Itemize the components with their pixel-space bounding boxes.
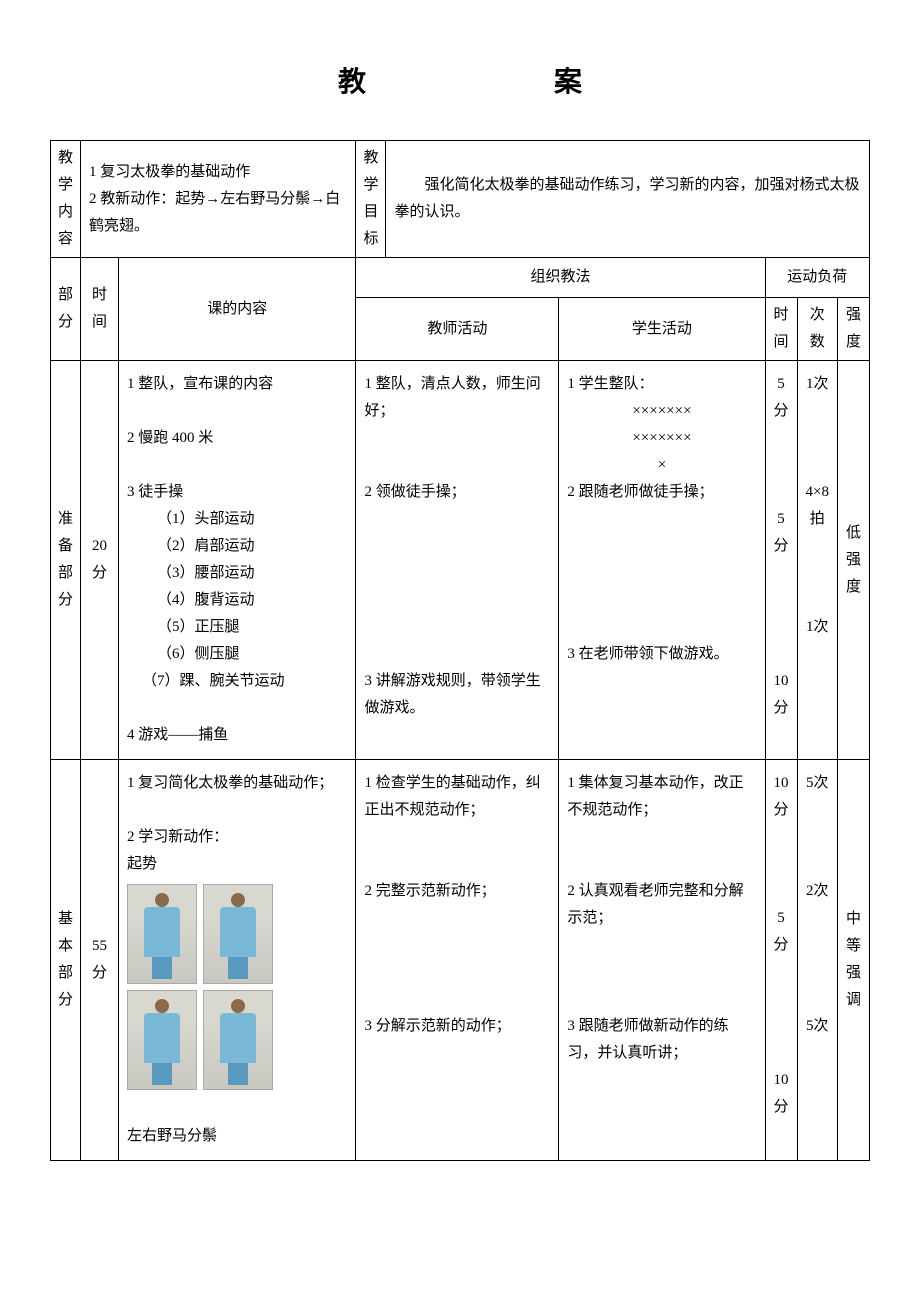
prep-teacher: 1 整队，清点人数，师生问好； 2 领做徒手操； 3 讲解游戏规则，带领学生做游… (356, 361, 559, 760)
pose-figure-3 (127, 990, 197, 1090)
prep-lesson-1: 1 整队，宣布课的内容 (127, 371, 347, 398)
main-c3: 5次 (806, 1013, 829, 1040)
prep-ex-3: （3）腰部运动 (127, 560, 347, 587)
prep-lesson-3: 3 徒手操 (127, 479, 347, 506)
col-load-intensity: 强度 (838, 298, 870, 361)
main-time: 55分 (81, 760, 119, 1161)
pose-row-2 (127, 990, 347, 1090)
prep-student-x1: ××××××× (567, 398, 756, 425)
goal-label: 教学目标 (356, 141, 386, 258)
prep-ex-5: （5）正压腿 (127, 614, 347, 641)
prep-ex-1: （1）头部运动 (127, 506, 347, 533)
content-text: 1 复习太极拳的基础动作 2 教新动作：起势→左右野马分鬃→白鹤亮翅。 (81, 141, 356, 258)
prep-ex-2: （2）肩部运动 (127, 533, 347, 560)
prep-teacher-2: 2 领做徒手操； (364, 479, 550, 506)
prep-teacher-3: 3 讲解游戏规则，带领学生做游戏。 (364, 668, 550, 722)
prep-t2: 5分 (774, 506, 789, 560)
page-title: 教 案 (50, 60, 870, 100)
prep-time: 20分 (81, 361, 119, 760)
main-student-3: 3 跟随老师做新动作的练习，并认真听讲； (567, 1013, 756, 1067)
main-teacher-3: 3 分解示范新的动作； (364, 1013, 550, 1040)
main-load-time: 10分 5分 10分 (765, 760, 797, 1161)
main-student-1: 1 集体复习基本动作，改正不规范动作； (567, 770, 756, 824)
prep-intensity: 低强度 (838, 361, 870, 760)
prep-ex-4: （4）腹背运动 (127, 587, 347, 614)
col-student: 学生活动 (559, 298, 765, 361)
prep-load-count: 1次 4×8拍 1次 (797, 361, 837, 760)
col-load-count: 次数 (797, 298, 837, 361)
col-part: 部分 (51, 258, 81, 361)
main-intensity: 中等强调 (838, 760, 870, 1161)
col-method: 组织教法 (356, 258, 765, 298)
prep-load-time: 5分 5分 10分 (765, 361, 797, 760)
main-teacher-2: 2 完整示范新动作； (364, 878, 550, 905)
main-row: 基本部分 55分 1 复习简化太极拳的基础动作； 2 学习新动作： 起势 左右野… (51, 760, 870, 1161)
col-load-time: 时间 (765, 298, 797, 361)
main-t1: 10分 (774, 770, 789, 824)
prep-ex-6: （6）侧压腿 (127, 641, 347, 668)
col-header-row-1: 部分 时间 课的内容 组织教法 运动负荷 (51, 258, 870, 298)
main-lesson-3: 左右野马分鬃 (127, 1123, 347, 1150)
col-lesson: 课的内容 (119, 258, 356, 361)
main-student: 1 集体复习基本动作，改正不规范动作； 2 认真观看老师完整和分解示范； 3 跟… (559, 760, 765, 1161)
prep-row: 准备部分 20分 1 整队，宣布课的内容 2 慢跑 400 米 3 徒手操 （1… (51, 361, 870, 760)
main-c2: 2次 (806, 878, 829, 905)
lesson-plan-table: 教学内容 1 复习太极拳的基础动作 2 教新动作：起势→左右野马分鬃→白鹤亮翅。… (50, 140, 870, 1161)
prep-student-3: 3 在老师带领下做游戏。 (567, 641, 756, 668)
header-row-1: 教学内容 1 复习太极拳的基础动作 2 教新动作：起势→左右野马分鬃→白鹤亮翅。… (51, 141, 870, 258)
prep-student-1: 1 学生整队： (567, 371, 756, 398)
main-student-2: 2 认真观看老师完整和分解示范； (567, 878, 756, 932)
prep-c3: 1次 (806, 614, 829, 641)
main-lesson-2: 2 学习新动作： (127, 824, 347, 851)
main-teacher-1: 1 检查学生的基础动作，纠正出不规范动作； (364, 770, 550, 824)
pose-figure-2 (203, 884, 273, 984)
prep-student-x3: × (567, 452, 756, 479)
prep-lesson: 1 整队，宣布课的内容 2 慢跑 400 米 3 徒手操 （1）头部运动 （2）… (119, 361, 356, 760)
main-t3: 10分 (774, 1067, 789, 1121)
main-lesson: 1 复习简化太极拳的基础动作； 2 学习新动作： 起势 左右野马分鬃 (119, 760, 356, 1161)
prep-t1: 5分 (774, 371, 789, 425)
prep-lesson-4: 4 游戏——捕鱼 (127, 722, 347, 749)
prep-c1: 1次 (806, 371, 829, 398)
main-c1: 5次 (806, 770, 829, 797)
prep-label: 准备部分 (51, 361, 81, 760)
pose-row-1 (127, 884, 347, 984)
col-load: 运动负荷 (765, 258, 869, 298)
prep-student-2: 2 跟随老师做徒手操； (567, 479, 756, 506)
prep-teacher-1: 1 整队，清点人数，师生问好； (364, 371, 550, 425)
col-time: 时间 (81, 258, 119, 361)
prep-c2: 4×8拍 (806, 479, 829, 533)
content-label: 教学内容 (51, 141, 81, 258)
col-teacher: 教师活动 (356, 298, 559, 361)
main-label: 基本部分 (51, 760, 81, 1161)
prep-student-x2: ××××××× (567, 425, 756, 452)
main-t2: 5分 (774, 905, 789, 959)
goal-text: 强化简化太极拳的基础动作练习，学习新的内容，加强对杨式太极拳的认识。 (386, 141, 870, 258)
main-lesson-1: 1 复习简化太极拳的基础动作； (127, 770, 347, 797)
prep-lesson-2: 2 慢跑 400 米 (127, 425, 347, 452)
main-lesson-2b: 起势 (127, 851, 347, 878)
prep-ex-7: （7）踝、腕关节运动 (127, 668, 347, 695)
main-teacher: 1 检查学生的基础动作，纠正出不规范动作； 2 完整示范新动作； 3 分解示范新… (356, 760, 559, 1161)
prep-student: 1 学生整队： ××××××× ××××××× × 2 跟随老师做徒手操； 3 … (559, 361, 765, 760)
pose-figure-4 (203, 990, 273, 1090)
main-load-count: 5次 2次 5次 (797, 760, 837, 1161)
pose-figure-1 (127, 884, 197, 984)
prep-t3: 10分 (774, 668, 789, 722)
